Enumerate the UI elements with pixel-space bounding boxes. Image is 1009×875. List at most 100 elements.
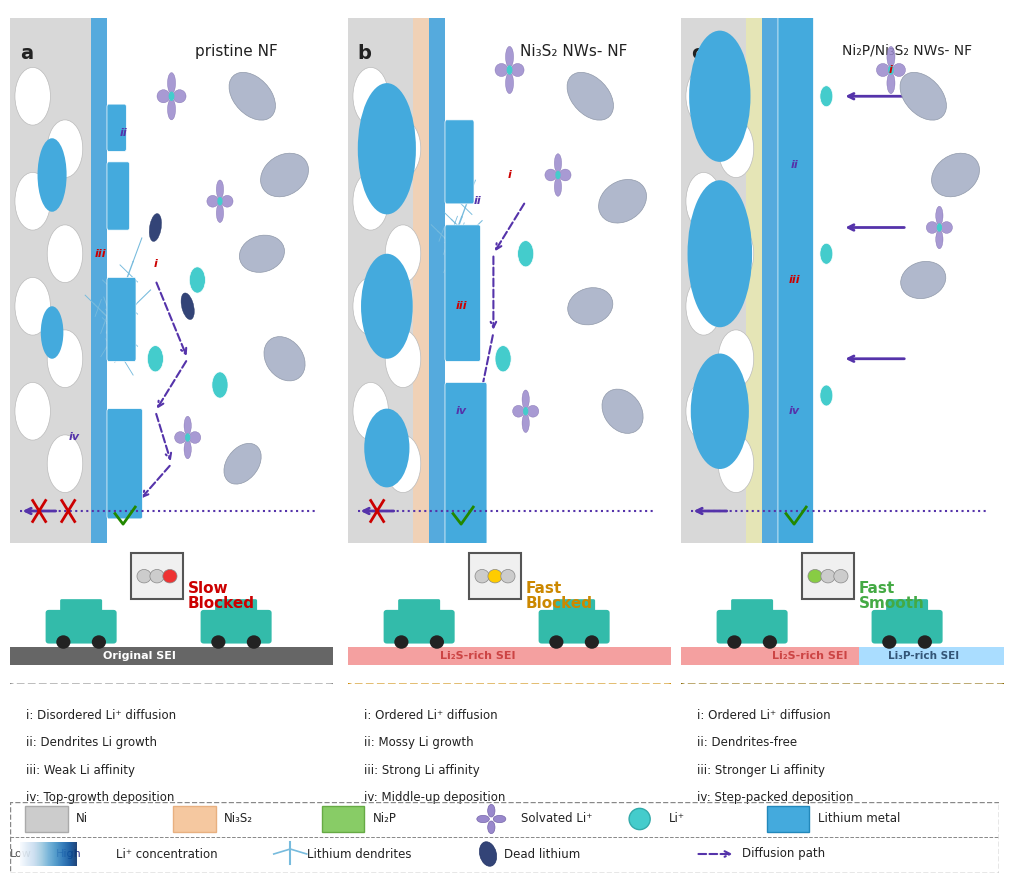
Ellipse shape [545, 169, 557, 181]
Text: iv: iv [69, 432, 81, 443]
Text: Dead lithium: Dead lithium [504, 848, 581, 860]
FancyBboxPatch shape [348, 18, 429, 542]
Circle shape [585, 635, 599, 648]
Circle shape [882, 635, 896, 648]
Ellipse shape [167, 73, 176, 94]
Ellipse shape [527, 405, 539, 417]
Ellipse shape [506, 73, 514, 94]
Circle shape [523, 407, 529, 416]
Ellipse shape [361, 254, 413, 359]
Circle shape [15, 277, 50, 335]
Circle shape [211, 635, 225, 648]
Ellipse shape [175, 431, 187, 444]
Text: Li⁺ concentration: Li⁺ concentration [116, 848, 217, 860]
Circle shape [147, 346, 163, 372]
Text: Blocked: Blocked [188, 596, 254, 612]
Text: i: Disordered Li⁺ diffusion: i: Disordered Li⁺ diffusion [26, 709, 177, 722]
Circle shape [15, 382, 50, 440]
Text: b: b [358, 44, 371, 63]
FancyBboxPatch shape [553, 599, 595, 620]
FancyBboxPatch shape [802, 553, 854, 599]
Text: Solvated Li⁺: Solvated Li⁺ [521, 813, 592, 825]
Ellipse shape [512, 63, 524, 76]
Ellipse shape [495, 63, 508, 76]
FancyBboxPatch shape [746, 18, 775, 542]
Circle shape [507, 66, 513, 74]
Circle shape [495, 346, 512, 372]
Circle shape [185, 433, 191, 442]
Ellipse shape [224, 444, 261, 484]
Circle shape [488, 570, 502, 583]
Text: ii: Dendrites-free: ii: Dendrites-free [697, 737, 797, 749]
Ellipse shape [887, 46, 895, 67]
Text: Smooth: Smooth [859, 596, 924, 612]
FancyBboxPatch shape [107, 409, 142, 519]
FancyBboxPatch shape [399, 599, 440, 620]
Circle shape [353, 172, 388, 230]
Ellipse shape [40, 306, 64, 359]
Text: iii: iii [788, 275, 800, 285]
Ellipse shape [239, 235, 285, 272]
Circle shape [47, 330, 83, 388]
FancyBboxPatch shape [445, 382, 487, 545]
Circle shape [92, 635, 106, 648]
Circle shape [820, 86, 832, 107]
Text: c: c [691, 44, 702, 63]
Circle shape [686, 172, 721, 230]
FancyBboxPatch shape [383, 610, 455, 644]
Text: Ni₃S₂ NWs- NF: Ni₃S₂ NWs- NF [521, 44, 628, 59]
Circle shape [353, 67, 388, 125]
Circle shape [718, 435, 754, 493]
Text: ii: ii [119, 128, 127, 138]
Circle shape [918, 635, 932, 648]
FancyBboxPatch shape [10, 18, 91, 542]
Text: Li₂S-rich SEI: Li₂S-rich SEI [773, 651, 848, 661]
Text: Blocked: Blocked [526, 596, 592, 612]
Ellipse shape [568, 288, 612, 325]
Circle shape [718, 225, 754, 283]
Circle shape [169, 92, 175, 101]
Ellipse shape [935, 206, 943, 225]
Text: pristine NF: pristine NF [195, 44, 277, 59]
Circle shape [821, 570, 835, 583]
Ellipse shape [37, 138, 67, 212]
Circle shape [385, 435, 421, 493]
Ellipse shape [184, 440, 192, 458]
Ellipse shape [931, 153, 980, 197]
Circle shape [47, 225, 83, 283]
Text: i: i [508, 170, 512, 180]
FancyBboxPatch shape [201, 610, 271, 644]
Text: Li⁺: Li⁺ [669, 813, 685, 825]
Ellipse shape [559, 169, 571, 181]
FancyBboxPatch shape [10, 647, 333, 665]
Text: Original SEI: Original SEI [103, 651, 176, 661]
Text: Slow: Slow [188, 581, 228, 596]
Ellipse shape [935, 230, 943, 248]
Ellipse shape [487, 804, 495, 817]
Text: iv: iv [788, 406, 800, 416]
Ellipse shape [264, 337, 305, 381]
Ellipse shape [221, 195, 233, 207]
FancyBboxPatch shape [681, 647, 1004, 665]
FancyBboxPatch shape [469, 553, 521, 599]
FancyBboxPatch shape [445, 225, 480, 361]
Circle shape [47, 435, 83, 493]
Circle shape [629, 808, 650, 829]
Circle shape [500, 570, 515, 583]
Text: iv: Step-packed deposition: iv: Step-packed deposition [697, 791, 854, 804]
Text: iv: Middle-up deposition: iv: Middle-up deposition [364, 791, 506, 804]
Ellipse shape [174, 89, 186, 102]
Text: a: a [20, 44, 33, 63]
Ellipse shape [216, 204, 224, 222]
FancyBboxPatch shape [429, 18, 445, 542]
Ellipse shape [901, 262, 945, 298]
Ellipse shape [893, 63, 905, 76]
Circle shape [15, 67, 50, 125]
Text: iv: Top-growth deposition: iv: Top-growth deposition [26, 791, 175, 804]
FancyBboxPatch shape [107, 162, 129, 230]
Circle shape [212, 372, 228, 398]
Text: ii: Mossy Li growth: ii: Mossy Li growth [364, 737, 474, 749]
FancyBboxPatch shape [762, 18, 778, 542]
Ellipse shape [940, 221, 952, 234]
Circle shape [385, 330, 421, 388]
